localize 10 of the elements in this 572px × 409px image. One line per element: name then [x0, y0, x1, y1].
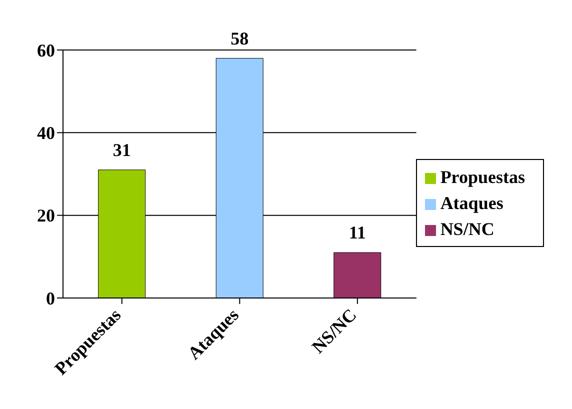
legend-label: Ataques [440, 193, 504, 213]
y-tick-label: 0 [46, 288, 55, 308]
y-tick-label: 60 [37, 40, 55, 60]
data-label: 31 [112, 140, 131, 160]
y-tick-label: 40 [37, 123, 55, 144]
legend-label: Propuestas [440, 167, 525, 187]
legend-label: NS/NC [440, 219, 494, 239]
data-label: 58 [230, 28, 249, 48]
y-tick-label: 20 [37, 206, 55, 226]
data-label: 11 [348, 222, 366, 243]
